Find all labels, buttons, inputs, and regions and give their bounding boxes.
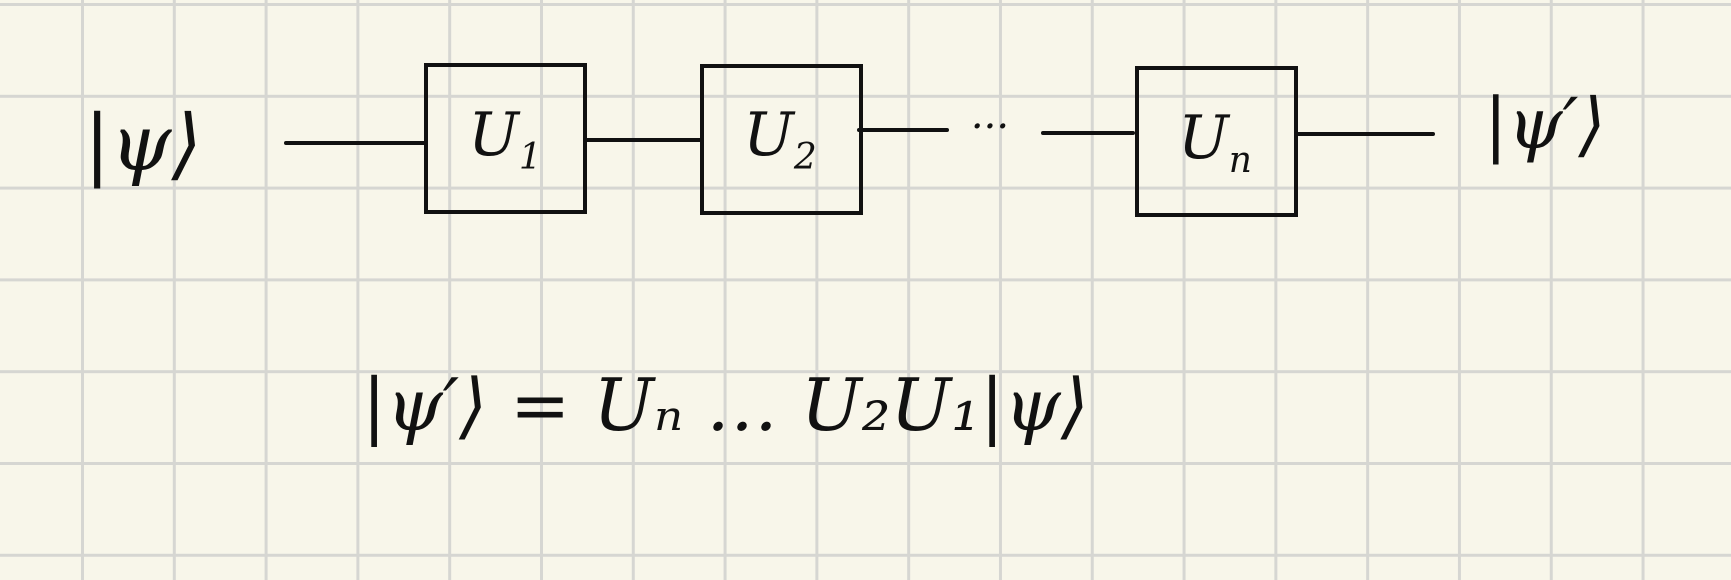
gate-u1-label: U1 bbox=[468, 100, 541, 178]
gate-u2: U2 bbox=[700, 64, 863, 215]
gate-u1-box bbox=[424, 63, 587, 214]
input-state-label: |ψ⟩ bbox=[84, 99, 202, 189]
equation-label: |ψ′⟩ = Uₙ … U₂U₁|ψ⟩ bbox=[362, 363, 1089, 447]
gate-un-box bbox=[1135, 66, 1298, 217]
gate-u1: U1 bbox=[424, 63, 587, 214]
output-state-label: |ψ′⟩ bbox=[1484, 83, 1606, 165]
gate-u2-box bbox=[700, 64, 863, 215]
gate-un: Un bbox=[1135, 66, 1298, 217]
ellipsis-label: ··· bbox=[971, 104, 1009, 150]
gate-u2-label: U2 bbox=[743, 100, 816, 178]
gate-un-label: Un bbox=[1178, 103, 1252, 181]
